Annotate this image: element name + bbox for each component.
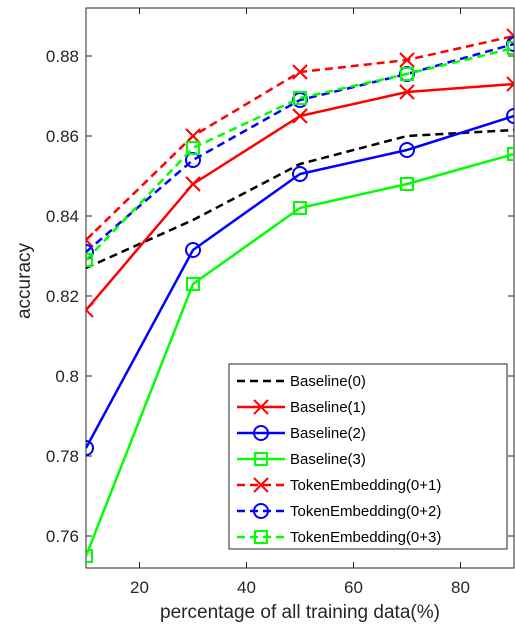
y-tick-label: 0.8	[55, 367, 79, 386]
data-point	[293, 91, 307, 105]
series-4	[86, 28, 514, 248]
marker-stroke	[399, 52, 415, 68]
legend-label: Baseline(3)	[290, 451, 366, 468]
legend-label: TokenEmbedding(0+1)	[290, 477, 441, 494]
marker-stroke	[86, 308, 94, 318]
legend-item: TokenEmbedding(0+3)	[237, 529, 441, 546]
plot-frame	[85, 7, 515, 569]
x-axis-title: percentage of all training data(%)	[160, 602, 440, 623]
marker-stroke	[506, 34, 514, 44]
legend-label: Baseline(0)	[290, 373, 366, 390]
y-tick-label: 0.84	[46, 207, 79, 226]
data-point	[506, 76, 514, 92]
marker-stroke	[86, 238, 94, 248]
data-point	[293, 201, 307, 215]
marker-stroke	[292, 64, 308, 80]
series-line	[86, 42, 514, 253]
series-3	[86, 147, 514, 563]
marker-stroke	[86, 302, 94, 312]
series-line	[86, 46, 514, 261]
marker-stroke	[292, 108, 308, 124]
marker-stroke	[185, 128, 201, 144]
legend-item: Baseline(1)	[237, 399, 366, 416]
data-point	[507, 147, 514, 161]
marker-stroke	[86, 232, 94, 242]
y-tick-label: 0.88	[46, 47, 79, 66]
data-point	[292, 64, 308, 80]
x-tick-label: 40	[237, 578, 256, 597]
legend-item: Baseline(2)	[237, 425, 366, 442]
data-point	[186, 277, 200, 291]
y-axis-title: accuracy	[14, 242, 35, 319]
series-0	[86, 128, 514, 270]
series-group	[86, 28, 514, 563]
y-tick-label: 0.82	[46, 287, 79, 306]
marker-stroke	[185, 176, 201, 192]
data-point	[399, 84, 415, 100]
data-point	[86, 232, 94, 248]
legend-box	[228, 363, 508, 550]
y-tick-label: 0.78	[46, 447, 79, 466]
ticks: 20 40 60 80 0.76 0.78 0.8 0.82 0.84 0.86 0.88	[46, 8, 514, 597]
marker-stroke	[506, 28, 514, 38]
legend-swatch-marker	[253, 399, 269, 415]
legend-swatch-marker	[253, 425, 269, 441]
x-tick-label: 80	[451, 578, 470, 597]
data-point	[292, 108, 308, 124]
x-tick-label: 20	[130, 578, 149, 597]
legend-item: Baseline(3)	[237, 451, 366, 468]
data-point	[86, 549, 93, 563]
legend-swatch-marker	[253, 503, 269, 519]
marker-stroke	[506, 76, 514, 86]
legend-item: TokenEmbedding(0+1)	[237, 477, 441, 494]
legend-label: TokenEmbedding(0+3)	[290, 529, 441, 546]
data-point	[86, 244, 94, 260]
series-line	[86, 128, 514, 270]
legend-label: Baseline(1)	[290, 399, 366, 416]
y-tick-label: 0.86	[46, 127, 79, 146]
axes	[85, 7, 515, 569]
legend-label: TokenEmbedding(0+2)	[290, 503, 441, 520]
data-point	[86, 440, 94, 456]
legend-swatch-marker	[254, 530, 268, 544]
marker-stroke	[253, 399, 269, 415]
y-tick-label: 0.76	[46, 527, 79, 546]
marker-stroke	[253, 477, 269, 493]
data-point	[399, 52, 415, 68]
data-point	[399, 142, 415, 158]
legend-swatch-marker	[254, 452, 268, 466]
data-point	[292, 166, 308, 182]
data-point	[86, 302, 94, 318]
series-line	[86, 152, 514, 557]
series-6	[86, 41, 514, 267]
data-point	[400, 67, 414, 81]
data-point	[400, 177, 414, 191]
data-point	[506, 108, 514, 124]
legend-swatch-marker	[253, 477, 269, 493]
legend-label: Baseline(2)	[290, 425, 366, 442]
marker-stroke	[506, 82, 514, 92]
data-point	[185, 176, 201, 192]
legend: Baseline(0) Baseline(1) Baseline(2) Baselin…	[228, 363, 508, 550]
data-point	[185, 128, 201, 144]
legend-item: Baseline(0)	[237, 373, 366, 390]
series-2	[86, 108, 514, 456]
legend-item: TokenEmbedding(0+2)	[237, 503, 441, 520]
x-tick-label: 60	[344, 578, 363, 597]
data-point	[86, 253, 93, 267]
series-line	[86, 114, 514, 449]
data-point	[507, 41, 514, 55]
data-point	[506, 28, 514, 44]
series-1	[86, 76, 514, 318]
marker-stroke	[399, 84, 415, 100]
data-point	[186, 141, 200, 155]
data-point	[185, 242, 201, 258]
